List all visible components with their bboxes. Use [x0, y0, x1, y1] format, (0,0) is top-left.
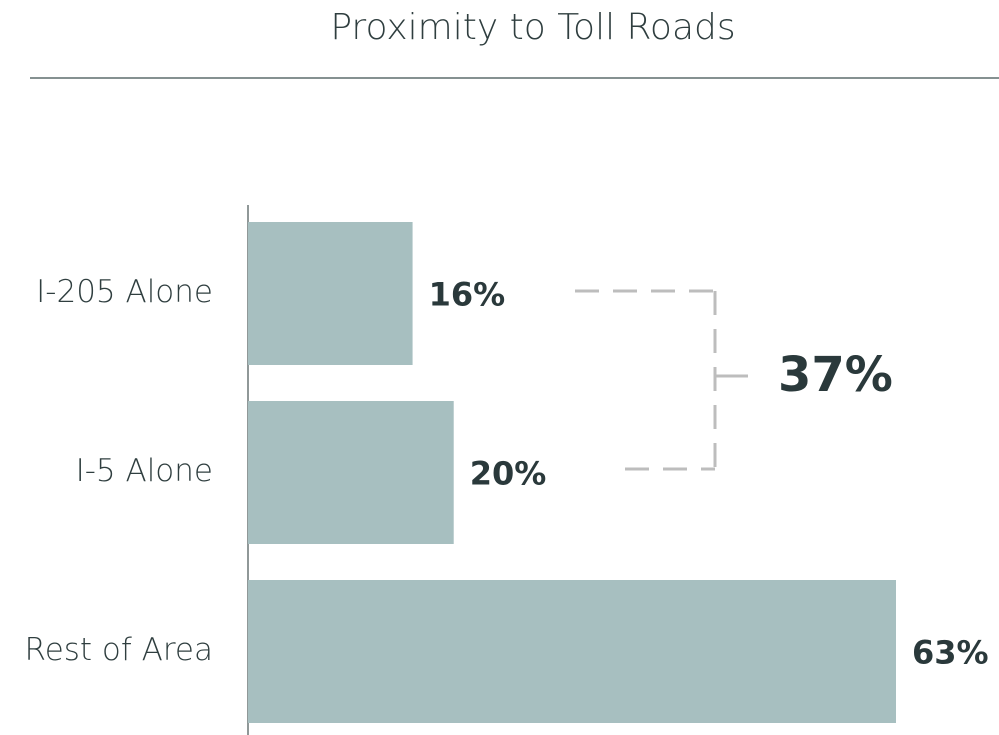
bracket: [575, 289, 748, 471]
category-label: I-5 Alone: [76, 453, 213, 489]
bar: [248, 580, 896, 723]
value-label: 63%: [912, 634, 989, 672]
chart-title: Proximity to Toll Roads: [330, 7, 735, 48]
bar: [248, 401, 454, 544]
bar: [248, 222, 413, 365]
category-label: Rest of Area: [25, 632, 213, 668]
category-label: I-205 Alone: [36, 274, 213, 310]
annotation: 37%: [778, 347, 893, 403]
value-label: 16%: [429, 276, 506, 314]
value-label: 20%: [470, 455, 547, 493]
